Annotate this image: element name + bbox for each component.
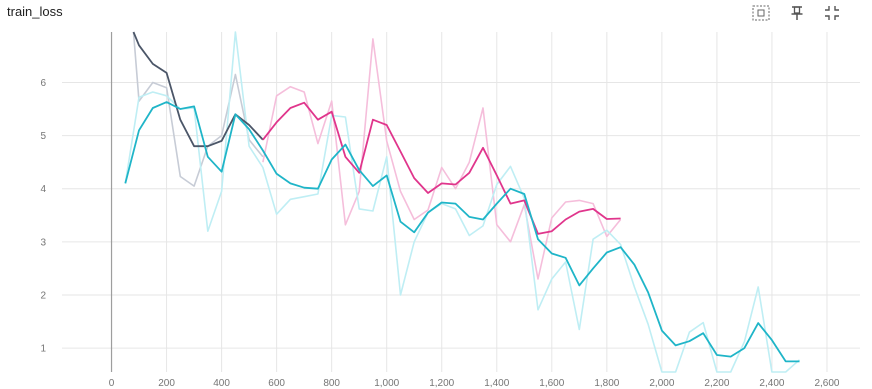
magenta-raw-line [262,38,622,280]
x-tick-label: 200 [158,378,175,389]
x-tick-label: 1,400 [484,378,509,389]
dark-smoothed-line [132,31,264,148]
x-tick-label: 800 [323,378,340,389]
x-tick-label: 2,200 [704,378,729,389]
x-tick-label: 2,600 [814,378,839,389]
card-header: train_loss [0,0,872,30]
teal-raw-line [124,31,801,373]
chart-title: train_loss [7,4,63,19]
raw-series [124,31,801,373]
y-tick-label: 4 [40,184,46,195]
smoothed-series [124,31,800,363]
x-tick-label: 0 [109,378,115,389]
x-tick-label: 1,000 [374,378,399,389]
dark-raw-line [132,31,264,187]
x-tick-label: 600 [268,378,285,389]
y-tick-label: 5 [40,131,46,142]
fit-domain-icon[interactable] [750,3,772,23]
teal-smoothed-line [124,101,800,363]
x-tick-label: 1,200 [429,378,454,389]
pin-icon[interactable] [786,3,808,23]
y-tick-label: 1 [40,344,46,355]
gridlines [62,32,860,372]
x-tick-label: 2,000 [649,378,674,389]
y-tick-label: 2 [40,290,46,301]
magenta-smoothed-line [262,101,621,235]
x-tick-label: 2,400 [759,378,784,389]
y-tick-label: 3 [40,237,46,248]
collapse-icon[interactable] [821,3,843,23]
x-tick-label: 400 [213,378,230,389]
x-tick-label: 1,600 [539,378,564,389]
y-tick-label: 6 [40,78,46,89]
x-tick-label: 1,800 [594,378,619,389]
tick-labels: 1 2 3 4 5 6 0 200 400 600 800 1,000 1,200 1,400 1,600 1… [40,78,839,389]
